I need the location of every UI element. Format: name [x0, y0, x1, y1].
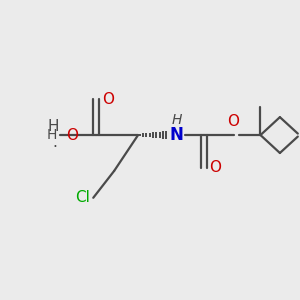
Text: Cl: Cl: [75, 190, 90, 205]
Text: H: H: [172, 113, 182, 127]
Text: H: H: [47, 118, 59, 134]
Text: O: O: [102, 92, 114, 107]
Text: H: H: [46, 128, 57, 142]
Text: O: O: [228, 113, 240, 128]
Text: O: O: [66, 128, 78, 142]
Text: ·: ·: [61, 130, 64, 140]
Text: O: O: [209, 160, 221, 175]
Text: ·: ·: [52, 140, 57, 154]
Text: N: N: [170, 126, 184, 144]
